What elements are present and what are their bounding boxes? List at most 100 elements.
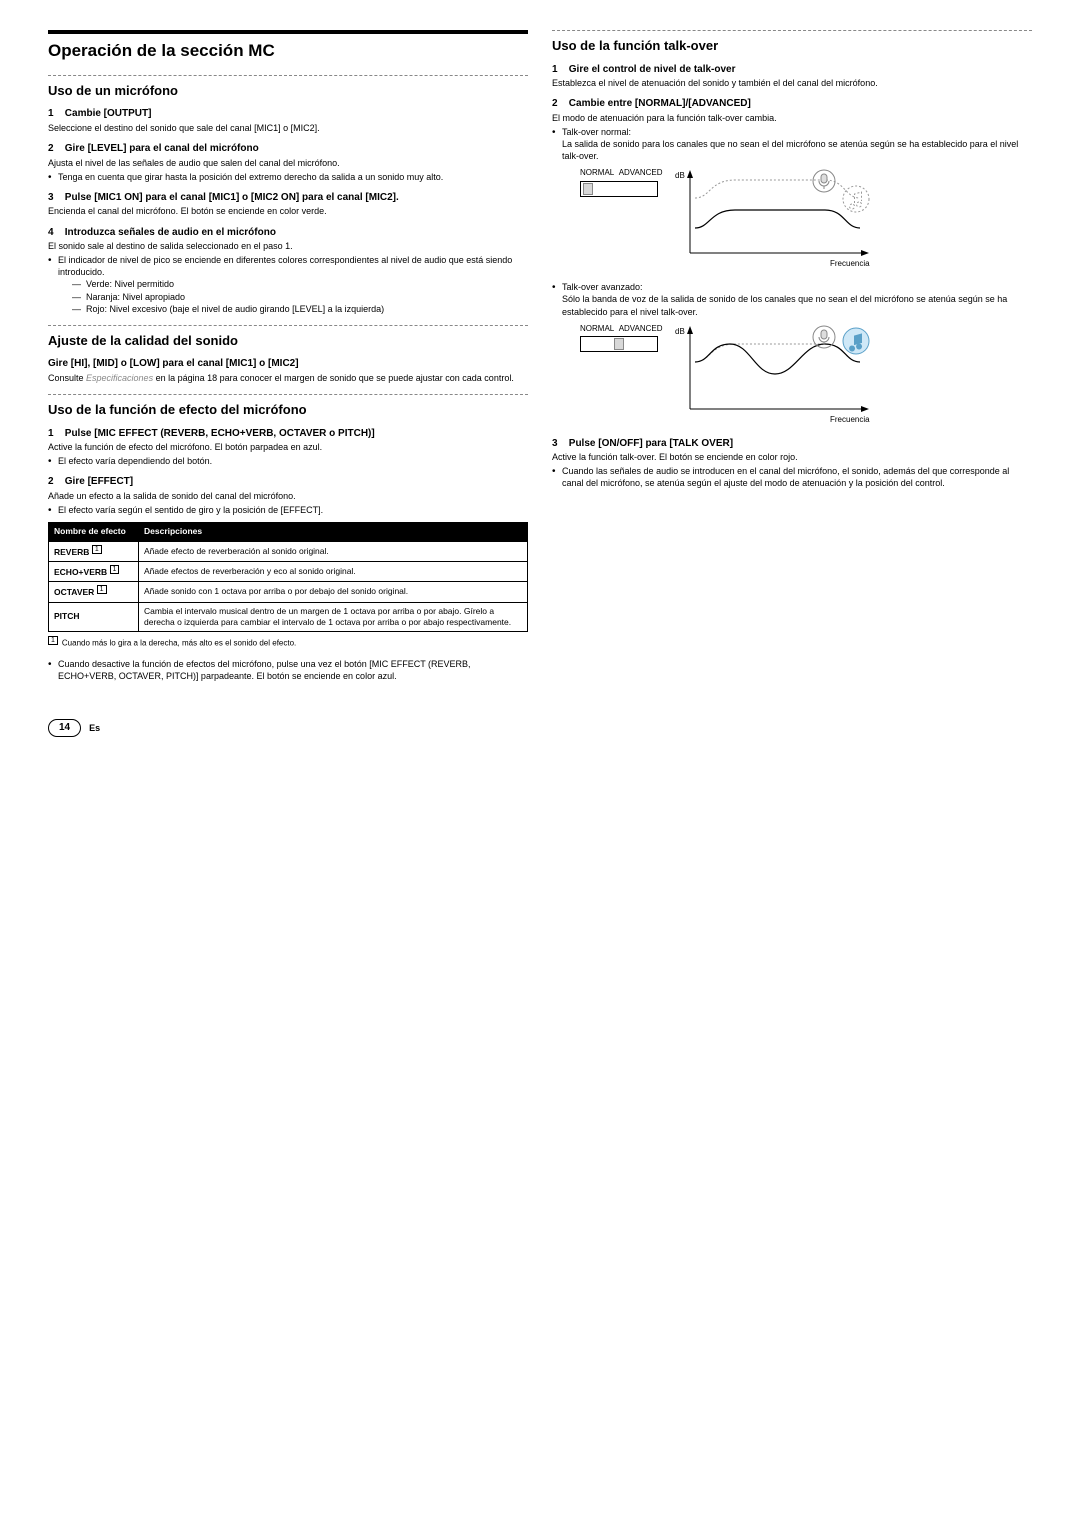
effect-description: Añade sonido con 1 octava por arriba o p… <box>139 582 528 602</box>
effect-description: Añade efectos de reverberación y eco al … <box>139 561 528 581</box>
step-label: Gire [LEVEL] para el canal del micrófono <box>65 143 259 154</box>
table-footnote: 1Cuando más lo gira a la derecha, más al… <box>48 636 528 649</box>
effect-name: REVERB <box>54 546 89 556</box>
frequency-response-graph: dB Frecuencia <box>675 168 875 273</box>
step-number: 1 <box>552 63 566 77</box>
effect-name: OCTAVER <box>54 587 94 597</box>
bullet-item: Talk-over avanzado: Sólo la banda de voz… <box>552 281 1032 317</box>
step-heading: 4 Introduzca señales de audio en el micr… <box>48 226 528 240</box>
bullet-item: El indicador de nivel de pico se enciend… <box>48 254 528 315</box>
table-row: PITCH Cambia el intervalo musical dentro… <box>49 602 528 632</box>
talkover-advanced-diagram: NORMAL ADVANCED dB Frecuencia <box>580 324 1032 429</box>
footnote-marker: 1 <box>110 565 120 574</box>
language-code: Es <box>89 722 100 734</box>
step-heading: 3 Pulse [MIC1 ON] para el canal [MIC1] o… <box>48 191 528 205</box>
step-label: Pulse [ON/OFF] para [TALK OVER] <box>569 438 733 449</box>
step-number: 4 <box>48 226 62 240</box>
section-title: Uso de la función de efecto del micrófon… <box>48 401 528 419</box>
footnote-marker: 1 <box>92 545 102 554</box>
step-heading: 1 Pulse [MIC EFFECT (REVERB, ECHO+VERB, … <box>48 427 528 441</box>
y-axis-label: dB <box>675 171 685 180</box>
switch-knob <box>614 338 624 350</box>
bullet-item: Cuando las señales de audio se introduce… <box>552 465 1032 489</box>
step-number: 3 <box>48 191 62 205</box>
bullet-item: El efecto varía dependiendo del botón. <box>48 455 528 467</box>
dash-item: Verde: Nivel permitido <box>72 278 528 290</box>
mode-body: La salida de sonido para los canales que… <box>562 139 1018 161</box>
mode-label: Talk-over normal: <box>562 127 631 137</box>
effects-table: Nombre de efecto Descripciones REVERB 1 … <box>48 522 528 632</box>
talkover-normal-diagram: NORMAL ADVANCED dB Frecuencia <box>580 168 1032 273</box>
step-label: Cambie entre [NORMAL]/[ADVANCED] <box>569 98 751 109</box>
table-row: REVERB 1 Añade efecto de reverberación a… <box>49 541 528 561</box>
step-body: El modo de atenuación para la función ta… <box>552 112 1032 124</box>
cross-reference: Especificaciones <box>86 373 153 383</box>
step-label: Cambie [OUTPUT] <box>65 108 152 119</box>
divider <box>48 325 528 326</box>
step-number: 1 <box>48 107 62 121</box>
music-note-icon <box>843 328 869 354</box>
bullet-item: Talk-over normal: La salida de sonido pa… <box>552 126 1032 162</box>
step-number: 2 <box>48 475 62 489</box>
table-header: Nombre de efecto <box>49 523 139 541</box>
step-heading: 2 Gire [EFFECT] <box>48 475 528 489</box>
main-title: Operación de la sección MC <box>48 30 528 63</box>
effect-description: Cambia el intervalo musical dentro de un… <box>139 602 528 632</box>
effect-description: Añade efecto de reverberación al sonido … <box>139 541 528 561</box>
step-number: 2 <box>48 142 62 156</box>
x-axis-label: Frecuencia <box>830 415 870 424</box>
mode-switch: NORMAL ADVANCED <box>580 168 663 197</box>
mode-switch: NORMAL ADVANCED <box>580 324 663 353</box>
left-column: Operación de la sección MC Uso de un mic… <box>48 30 528 683</box>
step-label: Introduzca señales de audio en el micróf… <box>65 227 276 238</box>
page-number: 14 <box>48 719 81 737</box>
effect-name: PITCH <box>54 611 80 621</box>
step-heading: 1 Gire el control de nivel de talk-over <box>552 63 1032 77</box>
switch-knob <box>583 183 593 195</box>
step-heading: 1 Cambie [OUTPUT] <box>48 107 528 121</box>
step-number: 2 <box>552 97 566 111</box>
page-footer: 14 Es <box>48 719 1032 737</box>
step-body: Seleccione el destino del sonido que sal… <box>48 122 528 134</box>
step-number: 3 <box>552 437 566 451</box>
bullet-item: El efecto varía según el sentido de giro… <box>48 504 528 516</box>
dash-item: Naranja: Nivel apropiado <box>72 291 528 303</box>
table-row: ECHO+VERB 1 Añade efectos de reverberaci… <box>49 561 528 581</box>
section-title: Ajuste de la calidad del sonido <box>48 332 528 350</box>
music-note-icon <box>843 186 869 212</box>
step-label: Gire [EFFECT] <box>65 476 133 487</box>
footnote-marker: 1 <box>48 636 58 645</box>
step-body: Añade un efecto a la salida de sonido de… <box>48 490 528 502</box>
step-heading: Gire [HI], [MID] o [LOW] para el canal [… <box>48 357 528 371</box>
effect-name: ECHO+VERB <box>54 567 107 577</box>
y-axis-label: dB <box>675 327 685 336</box>
section-title: Uso de un micrófono <box>48 82 528 100</box>
step-body: Encienda el canal del micrófono. El botó… <box>48 205 528 217</box>
step-body: Active la función de efecto del micrófon… <box>48 441 528 453</box>
step-body: Active la función talk-over. El botón se… <box>552 451 1032 463</box>
section-title: Uso de la función talk-over <box>552 37 1032 55</box>
frequency-response-graph: dB Frecuencia <box>675 324 875 429</box>
step-label: Pulse [MIC EFFECT (REVERB, ECHO+VERB, OC… <box>65 428 375 439</box>
table-header: Descripciones <box>139 523 528 541</box>
dash-item: Rojo: Nivel excesivo (baje el nivel de a… <box>72 303 528 315</box>
step-body: Establezca el nivel de atenuación del so… <box>552 77 1032 89</box>
step-label: Gire el control de nivel de talk-over <box>569 64 736 75</box>
step-body: El sonido sale al destino de salida sele… <box>48 240 528 252</box>
mode-body: Sólo la banda de voz de la salida de son… <box>562 294 1007 316</box>
step-label: Pulse [MIC1 ON] para el canal [MIC1] o [… <box>65 192 399 203</box>
divider <box>48 394 528 395</box>
divider <box>552 30 1032 31</box>
bullet-item: Tenga en cuenta que girar hasta la posic… <box>48 171 528 183</box>
step-body: Consulte Especificaciones en la página 1… <box>48 372 528 384</box>
right-column: Uso de la función talk-over 1 Gire el co… <box>552 30 1032 683</box>
bullet-item: Cuando desactive la función de efectos d… <box>48 658 528 682</box>
footnote-marker: 1 <box>97 585 107 594</box>
mode-label: Talk-over avanzado: <box>562 282 643 292</box>
step-heading: 2 Cambie entre [NORMAL]/[ADVANCED] <box>552 97 1032 111</box>
x-axis-label: Frecuencia <box>830 259 870 268</box>
step-heading: 3 Pulse [ON/OFF] para [TALK OVER] <box>552 437 1032 451</box>
step-heading: 2 Gire [LEVEL] para el canal del micrófo… <box>48 142 528 156</box>
table-row: OCTAVER 1 Añade sonido con 1 octava por … <box>49 582 528 602</box>
step-body: Ajusta el nivel de las señales de audio … <box>48 157 528 169</box>
